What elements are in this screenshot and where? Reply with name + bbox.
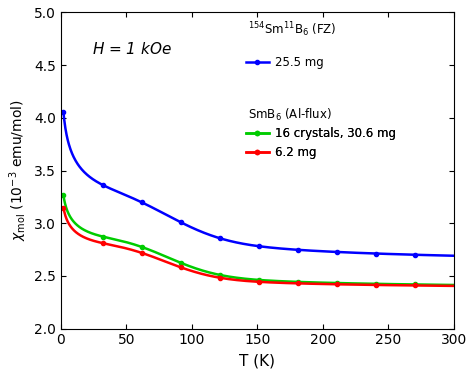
Legend: 16 crystals, 30.6 mg, 6.2 mg: 16 crystals, 30.6 mg, 6.2 mg	[246, 128, 396, 159]
Text: $H$ = 1 kOe: $H$ = 1 kOe	[92, 40, 173, 57]
Text: SmB$_6$ (Al-flux): SmB$_6$ (Al-flux)	[247, 107, 331, 123]
Y-axis label: $\chi_\mathrm{mol}$ ($10^{-3}$ emu/mol): $\chi_\mathrm{mol}$ ($10^{-3}$ emu/mol)	[7, 100, 28, 242]
Text: $^{154}$Sm$^{11}$B$_6$ (FZ): $^{154}$Sm$^{11}$B$_6$ (FZ)	[247, 20, 336, 39]
X-axis label: T (K): T (K)	[239, 353, 275, 368]
